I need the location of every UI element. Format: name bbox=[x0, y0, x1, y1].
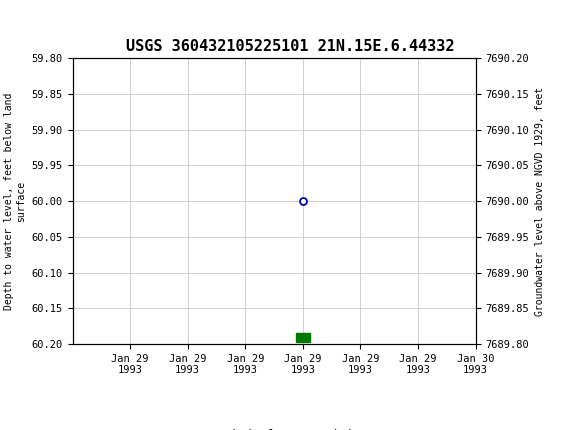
Y-axis label: Groundwater level above NGVD 1929, feet: Groundwater level above NGVD 1929, feet bbox=[535, 86, 545, 316]
Bar bbox=[296, 333, 310, 342]
Legend: Period of approved data: Period of approved data bbox=[171, 424, 377, 430]
Text: USGS: USGS bbox=[9, 13, 56, 32]
Text: USGS 360432105225101 21N.15E.6.44332: USGS 360432105225101 21N.15E.6.44332 bbox=[126, 39, 454, 54]
Y-axis label: Depth to water level, feet below land
surface: Depth to water level, feet below land su… bbox=[5, 92, 26, 310]
